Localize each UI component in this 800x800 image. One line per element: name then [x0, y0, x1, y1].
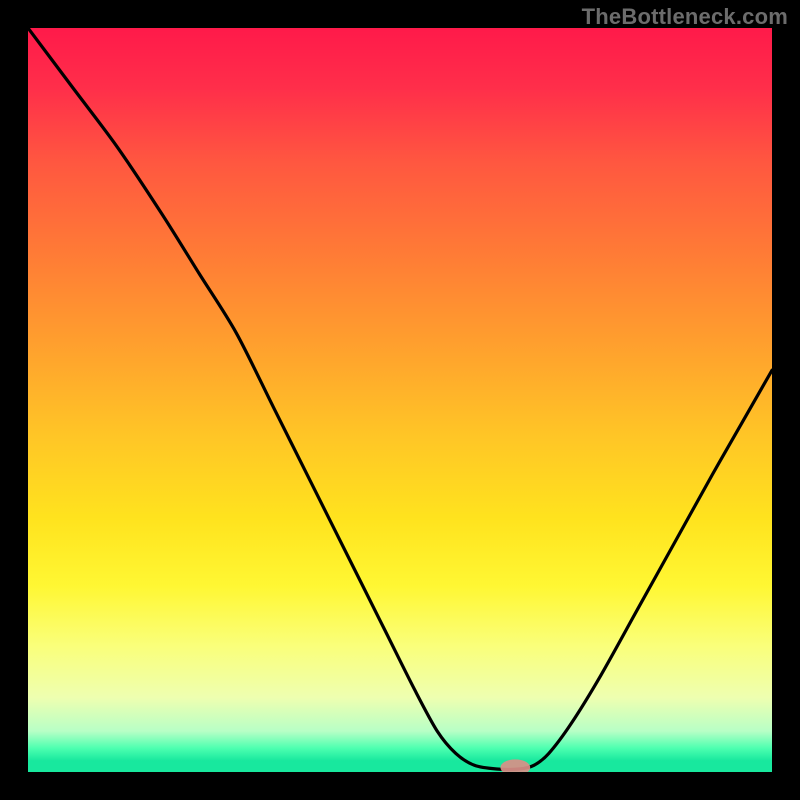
chart-svg: [0, 0, 800, 800]
chart-frame: TheBottleneck.com: [0, 0, 800, 800]
watermark-text: TheBottleneck.com: [582, 4, 788, 30]
